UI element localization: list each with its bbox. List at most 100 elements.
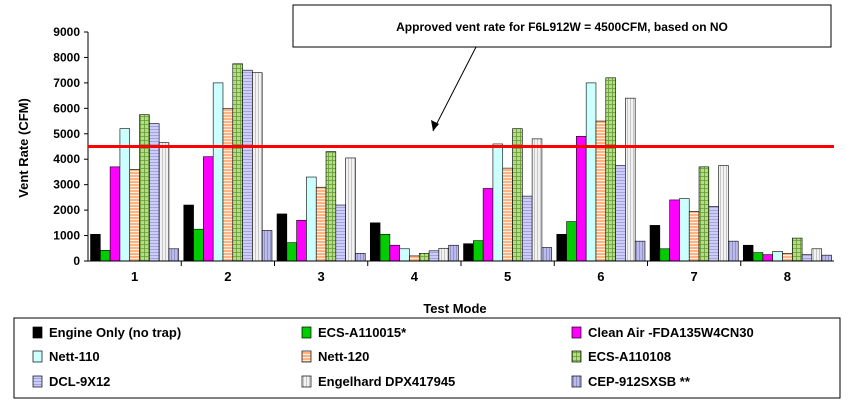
- bar-series-9-mode-2: [261, 230, 273, 262]
- bar-series-1-mode-1: [90, 233, 101, 262]
- bar-series-7-mode-1: [149, 123, 160, 262]
- bar-series-7-mode-4: [428, 250, 440, 262]
- legend-swatch-7: [32, 375, 43, 388]
- x-tick-label: 4: [411, 269, 419, 284]
- legend-swatch-5: [301, 350, 312, 363]
- bar-series-2-mode-5: [473, 240, 484, 262]
- bar-series-6-mode-2: [232, 63, 243, 262]
- x-tick-label: 5: [504, 269, 511, 284]
- bar-series-3-mode-4: [389, 244, 400, 262]
- bar-series-2-mode-1: [100, 250, 111, 262]
- y-tick-label: 2000: [53, 203, 80, 217]
- legend-swatch-9: [571, 375, 582, 388]
- legend-label-6: ECS-A110108: [588, 349, 671, 364]
- y-tick-label: 1000: [53, 229, 80, 243]
- bar-series-8-mode-2: [252, 72, 263, 262]
- bar-series-9-mode-6: [634, 240, 646, 262]
- annotation-arrow: [432, 46, 477, 132]
- legend-swatch-1: [32, 326, 43, 339]
- bar-series-5-mode-5: [502, 167, 513, 262]
- legend-box: [13, 317, 841, 399]
- bar-series-6-mode-4: [418, 253, 430, 262]
- bar-series-2-mode-7: [659, 248, 670, 262]
- bar-series-9-mode-4: [448, 244, 459, 262]
- bar-series-8-mode-7: [718, 165, 729, 262]
- y-tick-label: 3000: [53, 178, 80, 192]
- bar-series-9-mode-7: [728, 240, 739, 262]
- y-tick-label: 5000: [53, 127, 80, 141]
- x-tick-label: 1: [131, 269, 138, 284]
- legend-swatch-3: [571, 326, 582, 339]
- bar-series-8-mode-5: [531, 138, 543, 262]
- legend-swatch-8: [301, 375, 312, 388]
- legend-label-7: DCL-9X12: [49, 374, 110, 389]
- y-tick-label: 0: [73, 254, 80, 268]
- bar-series-8-mode-4: [438, 247, 449, 262]
- bar-series-7-mode-3: [335, 204, 346, 262]
- bar-series-5-mode-3: [315, 186, 327, 262]
- bar-series-3-mode-2: [203, 156, 214, 262]
- bar-series-6-mode-3: [325, 151, 337, 262]
- bar-series-7-mode-5: [522, 195, 533, 262]
- bar-series-4-mode-2: [212, 82, 224, 262]
- bar-series-2-mode-2: [193, 228, 204, 262]
- bar-series-4-mode-4: [399, 248, 410, 262]
- bar-series-2-mode-4: [379, 233, 391, 262]
- bar-series-4-mode-1: [119, 128, 131, 262]
- bar-series-1-mode-8: [742, 244, 754, 262]
- legend-swatch-6: [571, 350, 582, 363]
- y-axis-title: Vent Rate (CFM): [16, 98, 31, 198]
- bar-series-3-mode-5: [482, 188, 494, 262]
- bar-series-2-mode-8: [752, 252, 764, 262]
- bar-series-5-mode-4: [409, 255, 420, 262]
- bar-series-4-mode-8: [772, 251, 783, 262]
- bar-series-9-mode-3: [355, 253, 366, 262]
- bar-series-8-mode-6: [625, 97, 636, 262]
- bar-series-6-mode-8: [791, 237, 803, 262]
- y-tick-label: 9000: [53, 25, 80, 39]
- bar-series-2-mode-3: [286, 242, 297, 262]
- bar-series-5-mode-6: [595, 120, 607, 262]
- bar-series-7-mode-2: [242, 69, 253, 262]
- bar-series-5-mode-2: [222, 108, 234, 262]
- annotation-box: [292, 4, 832, 48]
- annotation-text: Approved vent rate for F6L912W = 4500CFM…: [396, 20, 728, 34]
- bar-series-3-mode-3: [296, 219, 307, 262]
- bar-series-9-mode-8: [821, 254, 832, 262]
- bar-series-1-mode-4: [369, 222, 381, 262]
- bar-series-1-mode-3: [276, 213, 288, 262]
- bar-series-9-mode-5: [541, 247, 553, 262]
- y-tick-label: 4000: [53, 152, 80, 166]
- legend-label-2: ECS-A110015*: [318, 325, 407, 340]
- bar-series-7-mode-6: [615, 165, 626, 262]
- bar-series-9-mode-1: [168, 248, 180, 262]
- bar-series-7-mode-8: [801, 254, 813, 262]
- bar-series-2-mode-6: [566, 221, 577, 262]
- bar-series-4-mode-7: [679, 198, 690, 262]
- bar-series-7-mode-7: [708, 205, 719, 262]
- bar-series-4-mode-6: [585, 82, 597, 262]
- bar-series-4-mode-5: [492, 143, 504, 262]
- bar-series-3-mode-7: [669, 199, 680, 262]
- x-tick-label: 3: [318, 269, 325, 284]
- bar-series-1-mode-5: [463, 243, 474, 262]
- legend-label-9: CEP-912SXSB **: [588, 374, 691, 389]
- bar-series-3-mode-8: [762, 254, 773, 262]
- bar-series-3-mode-6: [576, 136, 587, 262]
- bar-series-1-mode-7: [649, 225, 661, 262]
- legend-swatch-2: [301, 326, 312, 339]
- legend-label-3: Clean Air -FDA135W4CN30: [588, 325, 754, 340]
- legend-label-5: Nett-120: [318, 349, 369, 364]
- bar-series-8-mode-8: [811, 248, 822, 262]
- legend-label-4: Nett-110: [49, 349, 100, 364]
- y-tick-label: 8000: [53, 50, 80, 64]
- bar-series-5-mode-1: [129, 169, 140, 262]
- y-tick-label: 6000: [53, 101, 80, 115]
- y-tick-label: 7000: [53, 76, 80, 90]
- bar-series-6-mode-7: [698, 166, 710, 262]
- x-tick-label: 7: [691, 269, 698, 284]
- x-tick-label: 2: [224, 269, 231, 284]
- legend-swatch-4: [32, 350, 43, 363]
- bar-series-5-mode-7: [688, 211, 700, 262]
